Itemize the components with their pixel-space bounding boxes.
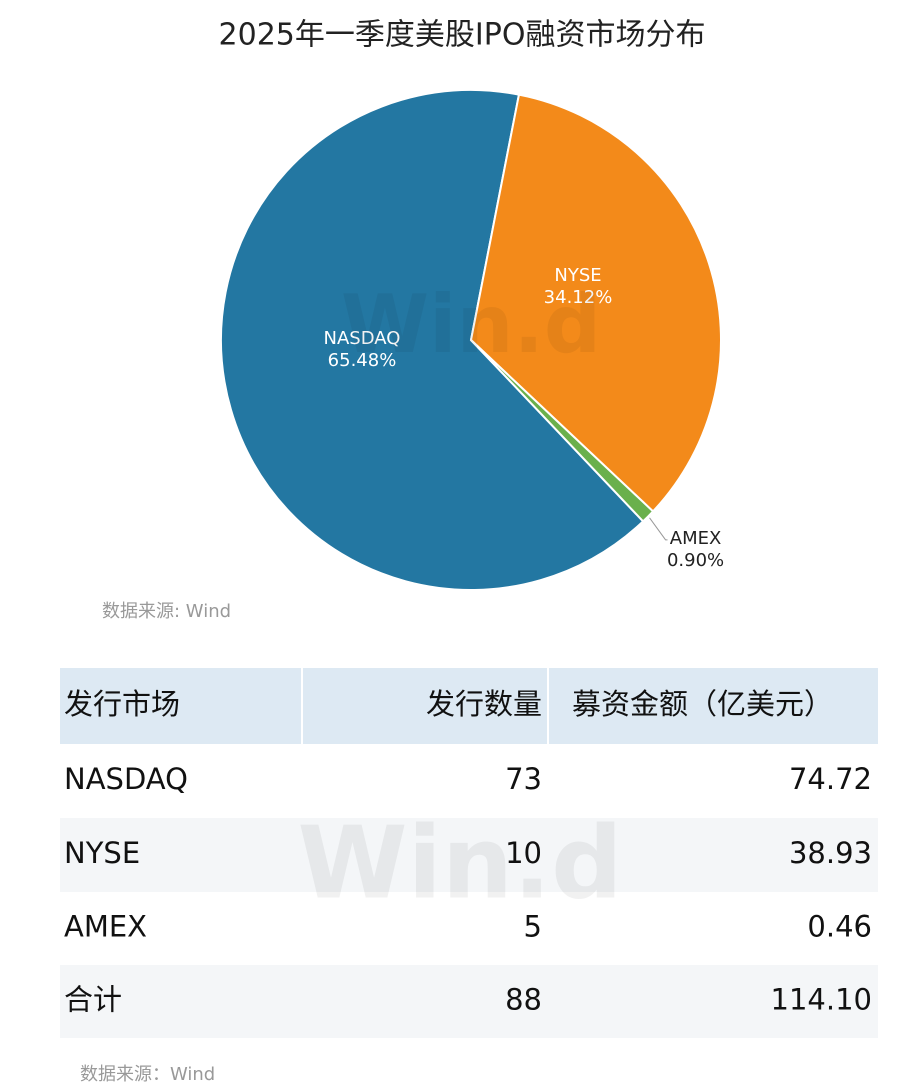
slice-label: NYSE [554,265,601,286]
slice-value-label: 0.90% [667,550,724,571]
pie-slice [220,89,645,591]
table-cell: 88 [505,983,542,1017]
header-cell: 发行市场 [64,687,180,721]
watermark: Win.d [297,804,622,921]
table-cell: NASDAQ [64,762,188,796]
table: 发行市场 发行数量 募资金额（亿美元） NASDAQ 73 74.72 NYSE 10 38.9… [60,668,878,1038]
table-cell: 114.10 [771,983,872,1017]
table-cell: 74.72 [789,762,872,796]
table-cell: 5 [524,910,542,944]
header-cell: 发行数量 [426,687,542,721]
table-cell: 38.93 [789,836,872,870]
table-cell: 合计 [64,983,122,1017]
header-bg [60,668,878,744]
watermark: Win.d [341,278,601,371]
table-cell: 73 [505,762,542,796]
slice-label: AMEX [670,528,722,549]
row-bg [60,965,878,1038]
chart-source: 数据来源: Wind [102,601,231,622]
table-cell: AMEX [64,910,147,944]
pie-slice [469,93,722,513]
table-cell: NYSE [64,836,140,870]
row-bg [60,818,878,892]
table-cell: 10 [505,836,542,870]
pie-slice [470,339,655,523]
table-cell: 0.46 [807,910,872,944]
header-cell: 募资金额（亿美元） [572,687,833,721]
slice-value-label: 34.12% [544,287,613,308]
slice-label: NASDAQ [324,328,401,349]
chart-title: 2025年一季度美股IPO融资市场分布 [219,18,706,53]
leader-line [649,517,668,541]
table-source: 数据来源：Wind [80,1064,215,1085]
slice-value-label: 65.48% [328,350,397,371]
